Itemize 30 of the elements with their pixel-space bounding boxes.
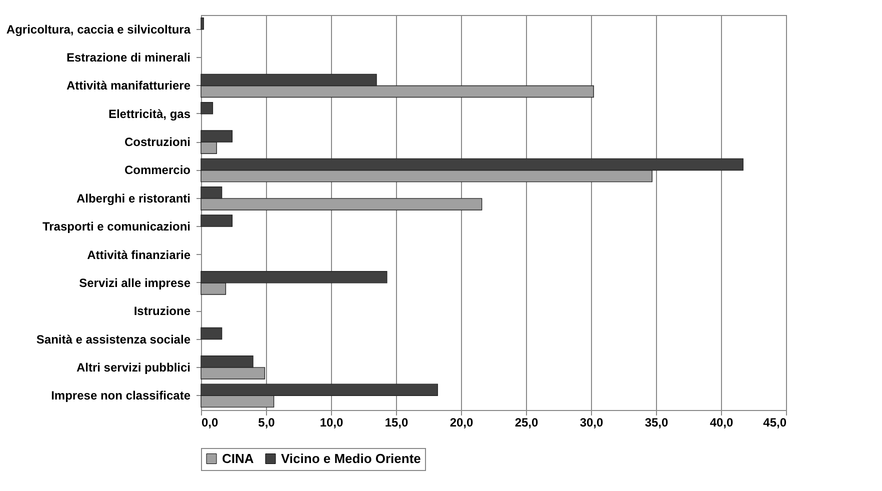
y-tick-label: Attività manifatturiere — [66, 78, 191, 93]
x-tick-label: 10,0 — [320, 416, 344, 430]
y-tick-label: Elettricità, gas — [108, 106, 191, 121]
x-tick-label: 45,0 — [763, 416, 787, 430]
bar — [200, 214, 233, 227]
y-tick-label: Imprese non classificate — [51, 388, 191, 403]
x-tick-label: 0,0 — [202, 416, 219, 430]
x-tick-label: 5,0 — [258, 416, 276, 430]
x-tick-label: 35,0 — [644, 416, 668, 430]
y-tick-label: Costruzioni — [124, 135, 190, 150]
x-tick-label: 40,0 — [710, 416, 734, 430]
y-tick-label: Agricoltura, caccia e silvicoltura — [6, 22, 191, 36]
y-tick-label: Attività finanziarie — [87, 248, 191, 262]
x-tick-label: 30,0 — [580, 416, 604, 430]
y-tick-label: Estrazione di minerali — [66, 50, 190, 65]
x-tick-label: 25,0 — [514, 416, 538, 430]
bar — [200, 17, 204, 30]
bar — [200, 102, 214, 114]
x-tick-label: 15,0 — [384, 416, 408, 430]
y-tick-label: Trasporti e comunicazioni — [42, 220, 190, 234]
y-tick-label: Sanità e assistenza sociale — [36, 332, 191, 346]
legend-label: Vicino e Medio Oriente — [281, 450, 421, 466]
y-tick-label: Servizi alle imprese — [79, 276, 191, 290]
x-tick-label: 20,0 — [450, 416, 474, 430]
bar — [200, 327, 222, 340]
legend-label: CINA — [222, 450, 254, 466]
y-tick-label: Istruzione — [134, 304, 191, 318]
y-tick-label: Alberghi e ristoranti — [76, 191, 190, 206]
y-tick-label: Commercio — [124, 163, 190, 178]
y-tick-label: Altri servizi pubblici — [76, 360, 190, 374]
